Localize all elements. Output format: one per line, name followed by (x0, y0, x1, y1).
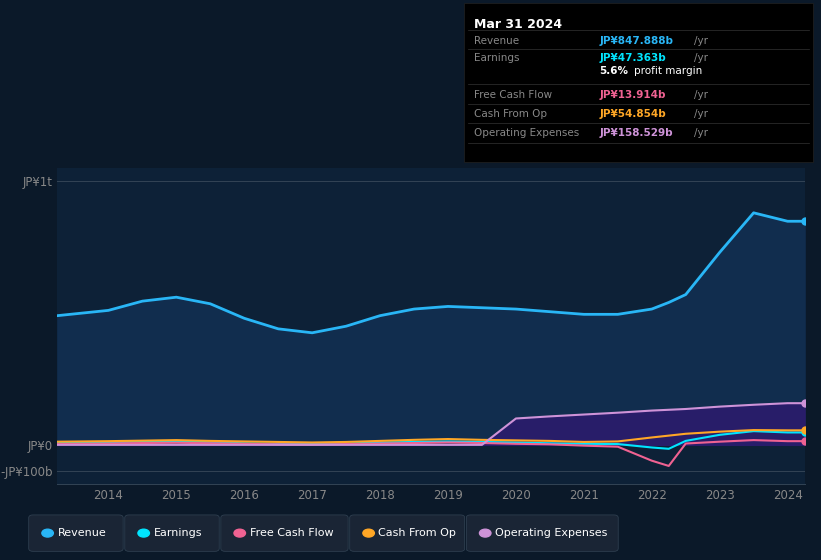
Text: JP¥158.529b: JP¥158.529b (599, 128, 673, 138)
Text: Earnings: Earnings (474, 53, 519, 63)
Text: Operating Expenses: Operating Expenses (474, 128, 579, 138)
Text: Cash From Op: Cash From Op (378, 528, 456, 538)
Text: JP¥54.854b: JP¥54.854b (599, 109, 666, 119)
Text: Free Cash Flow: Free Cash Flow (474, 90, 552, 100)
Text: Revenue: Revenue (474, 36, 519, 46)
Text: Earnings: Earnings (154, 528, 202, 538)
Text: JP¥13.914b: JP¥13.914b (599, 90, 666, 100)
Text: Revenue: Revenue (57, 528, 106, 538)
Text: Cash From Op: Cash From Op (474, 109, 547, 119)
Text: /yr: /yr (694, 53, 708, 63)
Text: Mar 31 2024: Mar 31 2024 (474, 17, 562, 31)
Text: /yr: /yr (694, 109, 708, 119)
Text: Free Cash Flow: Free Cash Flow (250, 528, 333, 538)
Text: /yr: /yr (694, 90, 708, 100)
Text: 5.6%: 5.6% (599, 66, 628, 76)
Text: profit margin: profit margin (634, 66, 702, 76)
Text: Operating Expenses: Operating Expenses (495, 528, 608, 538)
Text: JP¥847.888b: JP¥847.888b (599, 36, 673, 46)
Text: JP¥47.363b: JP¥47.363b (599, 53, 666, 63)
Text: /yr: /yr (694, 36, 708, 46)
Text: /yr: /yr (694, 128, 708, 138)
